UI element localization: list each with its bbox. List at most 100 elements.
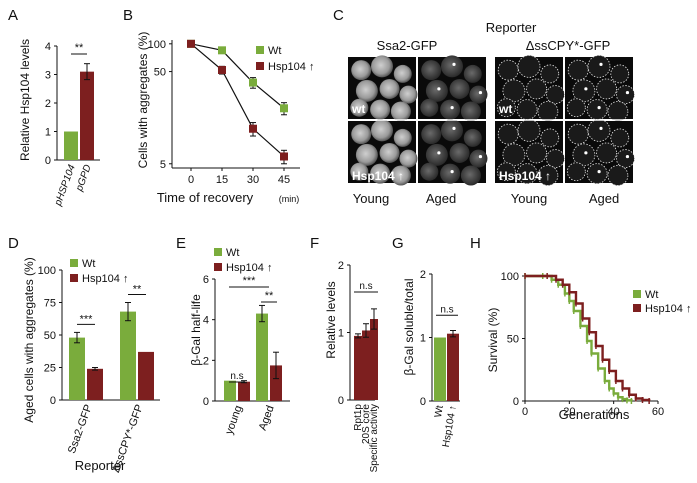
microscopy-cell bbox=[469, 149, 488, 168]
chart-b-legend-hsp: Hsp104 ↑ bbox=[268, 61, 314, 73]
microscopy-cell bbox=[517, 118, 541, 142]
chart-b-legend-wt-swatch bbox=[256, 46, 264, 54]
panel-letter-h: H bbox=[470, 235, 481, 252]
chart-e-x-tick-label: young bbox=[223, 404, 245, 436]
microscopy-aggregate bbox=[478, 154, 483, 159]
chart-f-ylabel: Relative levels bbox=[324, 281, 338, 358]
microscopy-cell bbox=[586, 163, 608, 185]
chart-d-y-tick-label: 75 bbox=[44, 298, 56, 310]
microscopy-cell bbox=[502, 79, 526, 103]
microscopy-aggregate bbox=[437, 151, 441, 155]
chart-b-point bbox=[218, 66, 226, 75]
chart-h-y-tick-label: 0 bbox=[513, 396, 519, 408]
chart-e-bar bbox=[270, 365, 282, 401]
microscopy-aggregate bbox=[599, 126, 603, 130]
microscopy-cell bbox=[596, 78, 617, 100]
microscopy-cell bbox=[502, 143, 526, 167]
chart-a-bar bbox=[80, 71, 94, 160]
microscopy-cell bbox=[390, 101, 411, 122]
chart-d-legend-wt: Wt bbox=[82, 258, 95, 270]
microscopy-cell bbox=[350, 162, 369, 181]
microscopy-cell bbox=[441, 55, 463, 78]
chart-d-y-tick-label: 0 bbox=[50, 395, 56, 407]
chart-f-bar bbox=[354, 335, 362, 400]
panel-letters: A B C D E F G H bbox=[8, 7, 481, 252]
chart-g-significance: n.s bbox=[440, 304, 453, 315]
chart-d-legend-hsp: Hsp104 ↑ bbox=[82, 273, 128, 285]
chart-d-y-tick-label: 50 bbox=[44, 330, 56, 342]
chart-b-point bbox=[249, 124, 257, 133]
chart-e-significance: *** bbox=[243, 275, 257, 287]
microscopy-header: Reporter bbox=[486, 20, 537, 35]
chart-f-bar bbox=[362, 330, 370, 400]
microscopy-cell bbox=[449, 142, 470, 163]
panel-letter-e: E bbox=[176, 235, 186, 252]
chart-h-legend-hsp: Hsp104 ↑ bbox=[645, 303, 691, 315]
chart-e-x-tick-label: Aged bbox=[257, 404, 277, 432]
chart-a-bar bbox=[64, 131, 78, 160]
chart-d-legend-wt-swatch bbox=[70, 259, 78, 267]
microscopy-cell bbox=[379, 142, 400, 163]
chart-a-y-tick-label: 4 bbox=[45, 41, 51, 53]
microscopy-cell bbox=[441, 119, 463, 142]
chart-b-x-tick-label: 45 bbox=[278, 174, 290, 186]
microscopy-cell bbox=[587, 118, 611, 142]
microscopy-panel: Reporter Ssa2-GFP ΔssCPY*-GFP wt Hsp104 … bbox=[346, 20, 668, 206]
microscopy-aggregate bbox=[452, 62, 456, 66]
chart-d-xlabel: Reporter bbox=[75, 458, 126, 473]
microscopy-cell bbox=[572, 79, 596, 103]
microscopy-cell bbox=[350, 98, 369, 117]
chart-h-legend-hsp-swatch bbox=[633, 304, 641, 312]
chart-f-x-tick-label: Rpt1p bbox=[353, 404, 364, 431]
chart-b-legend-hsp-swatch bbox=[256, 62, 264, 70]
microscopy-cell bbox=[497, 123, 519, 145]
chart-d-legend: Wt Hsp104 ↑ bbox=[70, 258, 128, 285]
microscopy-cell bbox=[449, 78, 470, 99]
microscopy-cell bbox=[463, 64, 482, 83]
chart-e-significance: ** bbox=[265, 290, 274, 302]
chart-e-legend-wt-swatch bbox=[214, 248, 222, 256]
microscopy-aggregate bbox=[450, 170, 454, 174]
chart-d-bar bbox=[120, 311, 136, 400]
chart-b-point bbox=[218, 46, 226, 55]
chart-g-bar bbox=[434, 337, 446, 401]
microscopy-cell bbox=[496, 162, 516, 182]
chart-b-y-tick-label: 100 bbox=[148, 39, 166, 51]
chart-a-ylabel: Relative Hsp104 levels bbox=[18, 39, 32, 161]
chart-h-x-tick-label: 20 bbox=[563, 406, 575, 418]
panel-letter-d: D bbox=[8, 235, 19, 252]
microscopy-cell bbox=[537, 101, 559, 122]
chart-f-significance: n.s bbox=[359, 281, 372, 292]
microscopy-aggregate bbox=[597, 106, 601, 110]
microscopy-cell bbox=[393, 128, 412, 147]
microscopy-cell bbox=[566, 162, 586, 182]
microscopy-cell bbox=[355, 79, 378, 102]
chart-e-bar bbox=[224, 380, 236, 401]
microscopy-cell bbox=[516, 163, 538, 185]
microscopy-aggregate bbox=[584, 87, 588, 91]
chart-a-y-tick-label: 2 bbox=[45, 98, 51, 110]
chart-b-point bbox=[280, 152, 288, 161]
chart-f-x-tick-label: Specific activity bbox=[369, 404, 380, 472]
microscopy-cell bbox=[517, 54, 541, 78]
microscopy-cell bbox=[460, 165, 481, 186]
microscopy-aggregate bbox=[599, 62, 603, 66]
microscopy-cell bbox=[586, 99, 608, 121]
chart-e-y-tick-label: 0 bbox=[203, 396, 209, 408]
microscopy-cell bbox=[421, 124, 442, 145]
panel-letter-c: C bbox=[333, 7, 344, 24]
microscopy-cell bbox=[393, 64, 412, 83]
chart-g-ylabel: β-Gal soluble/total bbox=[402, 279, 416, 376]
chart-d-y-tick-label: 100 bbox=[38, 265, 56, 277]
chart-a-y-tick-label: 1 bbox=[45, 127, 51, 139]
microscopy-cell bbox=[607, 101, 629, 122]
microscopy-cell bbox=[355, 143, 378, 166]
chart-h-survival-curve bbox=[525, 274, 651, 402]
